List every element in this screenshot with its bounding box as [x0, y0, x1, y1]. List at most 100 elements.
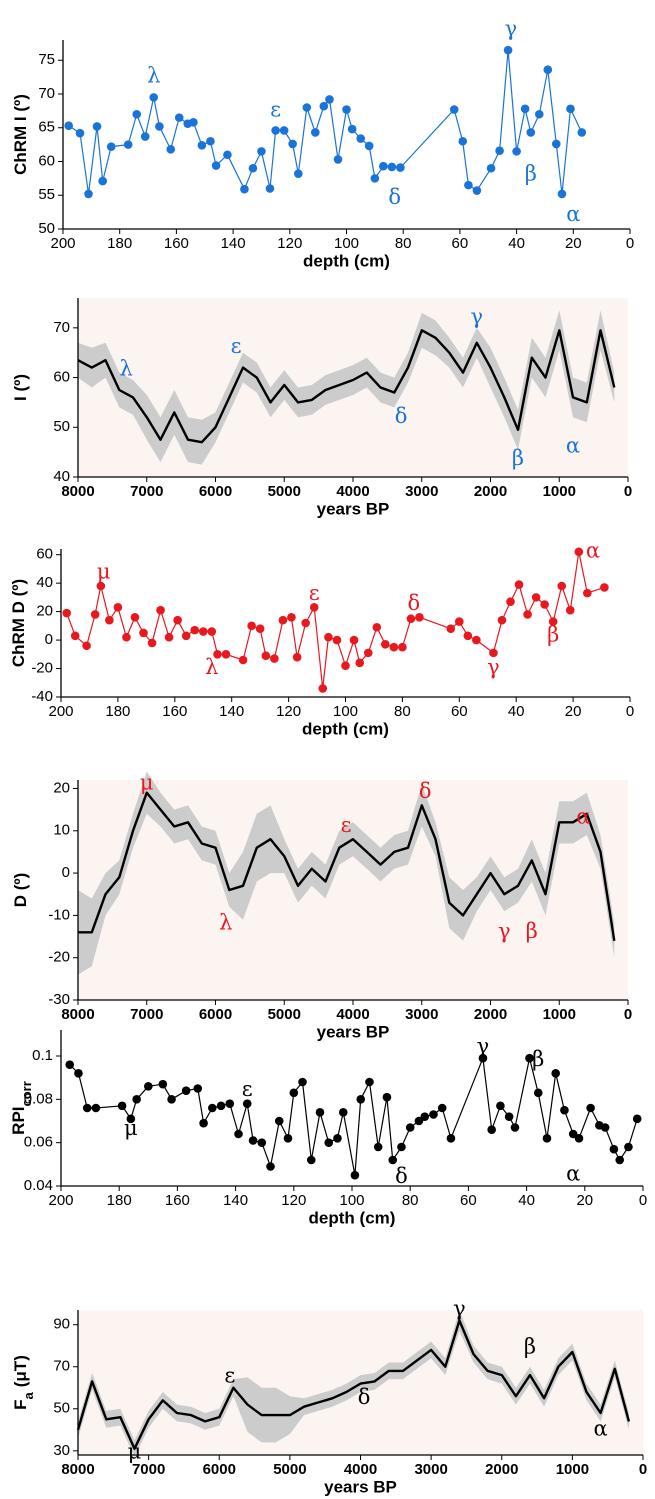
data-point — [531, 593, 541, 602]
data-point — [144, 1082, 153, 1091]
data-point — [557, 581, 567, 591]
data-point — [105, 615, 114, 625]
data-point — [164, 632, 174, 642]
x-tick-label: 0 — [626, 703, 634, 720]
data-point — [132, 1095, 141, 1104]
data-point — [437, 1103, 447, 1113]
x-tick-label: 8000 — [61, 1006, 94, 1023]
annotation: λ — [219, 910, 232, 934]
y-tick-label: 70 — [38, 85, 55, 102]
x-tick-label: 5000 — [268, 483, 301, 500]
data-point — [166, 145, 176, 154]
x-tick-label: 0 — [639, 1192, 647, 1209]
y-axis-label-part: a — [21, 1391, 36, 1399]
data-point — [388, 1155, 398, 1165]
data-point — [455, 617, 464, 626]
x-tick-label: 0 — [639, 1461, 647, 1478]
data-point — [266, 1162, 275, 1171]
data-point — [292, 652, 302, 662]
x-tick-label: 1000 — [556, 1461, 589, 1478]
y-tick-label: -10 — [48, 906, 70, 923]
data-point — [62, 608, 71, 618]
x-tick-label: 100 — [333, 703, 358, 720]
x-tick-label: 140 — [221, 235, 246, 252]
annotation: β — [547, 622, 559, 646]
data-point — [247, 621, 256, 631]
data-point — [370, 174, 380, 183]
annotation: μ — [124, 1116, 138, 1140]
data-point — [464, 180, 473, 190]
x-tick-label: 120 — [277, 235, 302, 252]
data-point — [415, 613, 424, 622]
x-tick-label: 40 — [508, 703, 525, 720]
data-point — [333, 155, 343, 164]
data-point — [106, 142, 116, 151]
data-point — [75, 128, 85, 138]
data-line — [69, 1057, 638, 1176]
data-point — [306, 1155, 316, 1165]
data-point — [167, 1095, 176, 1104]
x-tick-label: 40 — [518, 1192, 535, 1209]
x-tick-label: 160 — [165, 1192, 190, 1209]
data-point — [265, 184, 275, 193]
data-point — [156, 605, 165, 615]
data-point — [324, 1138, 334, 1147]
annotation: α — [576, 805, 590, 829]
data-point — [149, 93, 159, 102]
data-point — [289, 1088, 299, 1098]
x-tick-label: 120 — [281, 1192, 306, 1209]
y-axis-label: I (º) — [11, 374, 30, 401]
x-tick-label: 8000 — [61, 483, 94, 500]
data-point — [525, 1053, 534, 1063]
x-tick-label: 100 — [339, 1192, 364, 1209]
data-line — [68, 49, 583, 195]
data-point — [543, 65, 553, 74]
x-tick-label: 7000 — [130, 1006, 163, 1023]
data-point — [287, 613, 296, 622]
data-point — [574, 547, 584, 557]
y-tick-label: 55 — [38, 186, 55, 203]
y-tick-label: -20 — [48, 949, 70, 966]
x-tick-label: 8000 — [61, 1461, 94, 1478]
y-tick-label: 0.08 — [24, 1090, 53, 1107]
y-tick-label: 70 — [53, 1358, 70, 1375]
data-point — [223, 150, 232, 160]
x-tick-label: 1000 — [543, 483, 576, 500]
x-axis-label: years BP — [324, 1477, 397, 1496]
data-point — [574, 1134, 584, 1143]
data-point — [240, 184, 249, 194]
x-axis-label: depth (cm) — [303, 251, 390, 270]
data-point — [82, 1103, 92, 1113]
data-point — [396, 163, 405, 172]
data-line — [78, 791, 616, 941]
data-point — [173, 615, 182, 625]
data-point — [533, 1088, 543, 1098]
data-point — [181, 631, 191, 641]
y-axis-label-part: F — [11, 1399, 30, 1409]
data-point — [298, 1077, 307, 1087]
data-point — [315, 1108, 325, 1117]
data-point — [255, 624, 265, 633]
data-point — [257, 1138, 267, 1147]
x-tick-label: 80 — [395, 235, 412, 252]
data-point — [463, 631, 473, 641]
x-tick-label: 5000 — [268, 1006, 301, 1023]
x-tick-label: 160 — [164, 235, 189, 252]
data-point — [216, 1101, 226, 1111]
x-tick-label: 140 — [223, 1192, 248, 1209]
data-point — [74, 1069, 83, 1078]
data-point — [248, 1136, 258, 1145]
x-tick-label: 20 — [565, 703, 582, 720]
data-point — [478, 1053, 488, 1063]
data-point — [489, 648, 498, 658]
annotation: γ — [498, 919, 511, 943]
data-point — [309, 603, 319, 612]
confidence-band — [78, 1310, 629, 1458]
annotation: α — [566, 434, 580, 458]
data-point — [333, 1134, 342, 1143]
annotation: γ — [453, 1297, 466, 1321]
data-point — [197, 141, 207, 150]
data-point — [189, 118, 198, 127]
x-tick-label: 3000 — [405, 483, 438, 500]
